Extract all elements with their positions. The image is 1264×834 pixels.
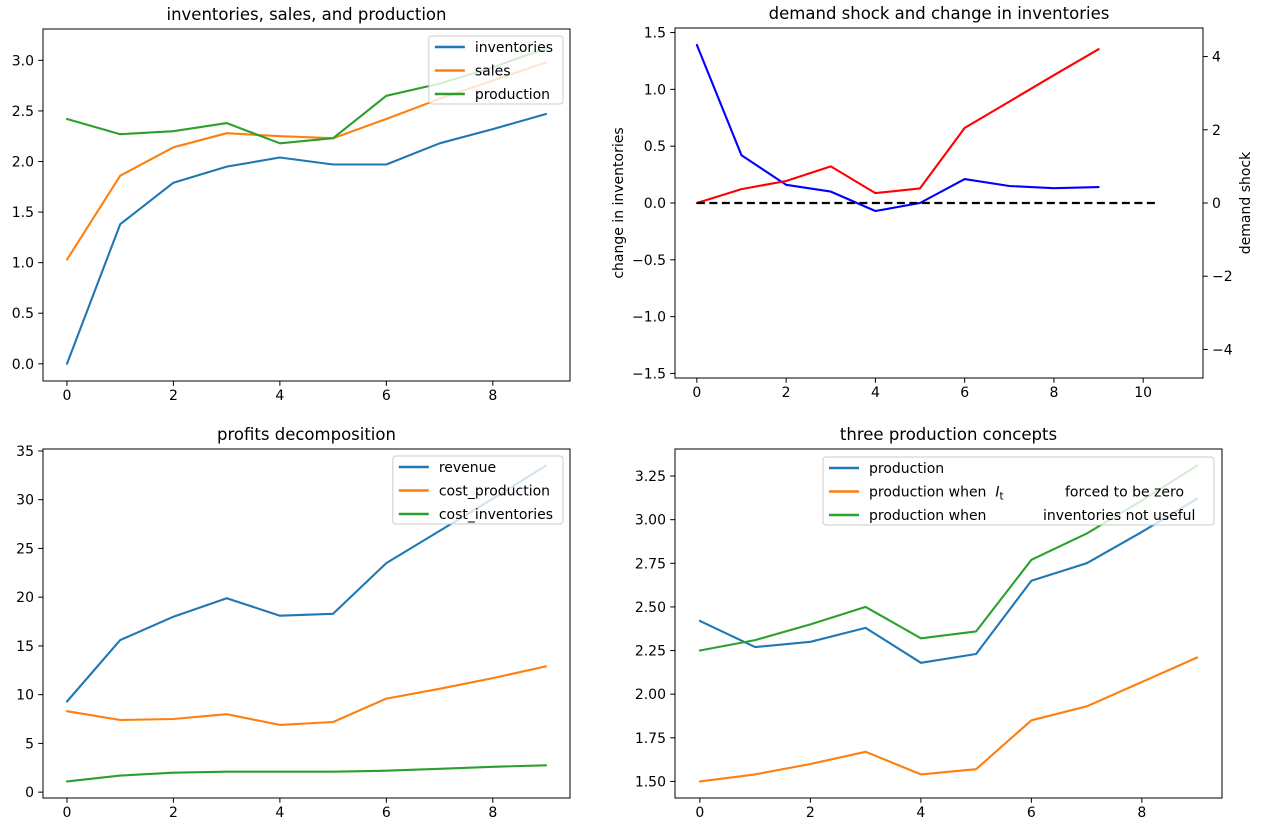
chart-title: inventories, sales, and production bbox=[166, 5, 446, 24]
y-tick-label: 0.5 bbox=[12, 306, 34, 322]
series-line-cost-inventories bbox=[65, 764, 548, 783]
y-axis-label-right: demand shock bbox=[1238, 151, 1254, 254]
x-tick-label: 8 bbox=[1049, 385, 1058, 401]
y-tick-label: −1.0 bbox=[632, 310, 666, 326]
y-tick-label: 2.5 bbox=[12, 104, 34, 120]
x-tick-label: 10 bbox=[1134, 385, 1152, 401]
legend-label-right: inventories not useful bbox=[1043, 508, 1195, 524]
y-tick-label: 2.75 bbox=[635, 556, 666, 572]
x-tick-label: 4 bbox=[916, 805, 925, 821]
chart-title: demand shock and change in inventories bbox=[769, 4, 1110, 23]
chart-title: profits decomposition bbox=[217, 425, 396, 444]
y-tick-label: 3.00 bbox=[635, 513, 666, 529]
legend-label: cost_production bbox=[439, 484, 550, 500]
y-axis-label-left: change in inventories bbox=[611, 127, 627, 278]
series-line-change-in-inventories bbox=[695, 43, 1100, 213]
y-tick-label: 3.25 bbox=[635, 469, 666, 485]
x-tick-label: 6 bbox=[960, 385, 969, 401]
y-tick-label: 0.0 bbox=[12, 357, 34, 373]
y-tick-label: 1.0 bbox=[644, 82, 666, 98]
y-tick-label: 5 bbox=[25, 736, 34, 752]
legend-label: production when It bbox=[869, 485, 1004, 503]
y-tick-label: 1.5 bbox=[644, 26, 666, 42]
x-tick-label: 4 bbox=[275, 805, 284, 821]
chart-inventories-sales-and-production: inventories, sales, and production 0 2 4 6 8 0… bbox=[12, 5, 571, 404]
legend-label: inventories bbox=[475, 40, 553, 56]
legend-label: production when bbox=[869, 508, 986, 524]
axes-frame bbox=[42, 448, 571, 799]
series-line-production bbox=[698, 497, 1199, 664]
y-tick-label: 30 bbox=[16, 493, 34, 509]
legend: revenue cost_production cost_inventories bbox=[392, 455, 564, 525]
chart-title: three production concepts bbox=[840, 425, 1057, 444]
x-tick-label: 6 bbox=[1027, 805, 1036, 821]
y-tick-label: 0.0 bbox=[644, 196, 666, 212]
legend-box bbox=[822, 456, 1215, 526]
y-tick-label: −0.5 bbox=[632, 253, 666, 269]
y-tick-label: 15 bbox=[16, 639, 34, 655]
series-line-cost-production bbox=[65, 665, 548, 726]
chart-three-production-concepts: three production concepts 0 2 4 6 8 1.50 1.75 2.… bbox=[635, 425, 1223, 821]
y-tick-label: 25 bbox=[16, 541, 34, 557]
legend-label: production bbox=[869, 461, 944, 477]
legend-box bbox=[428, 35, 564, 105]
y-tick-label: 1.0 bbox=[12, 256, 34, 272]
y-tick-label: 2.50 bbox=[635, 600, 666, 616]
legend-label-right: forced to be zero bbox=[1065, 485, 1184, 501]
y-tick-label: −1.5 bbox=[632, 366, 666, 382]
series-line-demand-shock bbox=[695, 48, 1100, 205]
x-tick-label: 2 bbox=[806, 805, 815, 821]
x-tick-label: 8 bbox=[488, 388, 497, 404]
y-tick-label: 20 bbox=[16, 590, 34, 606]
legend: inventories sales production bbox=[428, 35, 564, 105]
legend-label: revenue bbox=[439, 460, 496, 476]
axes-frame bbox=[42, 28, 571, 382]
axes-frame bbox=[674, 448, 1223, 799]
y-tick-label-right: 4 bbox=[1212, 50, 1221, 66]
y-tick-label: 2.00 bbox=[635, 687, 666, 703]
x-tick-label: 0 bbox=[692, 385, 701, 401]
x-tick-label: 4 bbox=[871, 385, 880, 401]
y-tick-label: 1.50 bbox=[635, 774, 666, 790]
x-tick-label: 8 bbox=[1137, 805, 1146, 821]
x-tick-label: 0 bbox=[695, 805, 704, 821]
x-tick-label: 6 bbox=[382, 388, 391, 404]
y-tick-label: 3.0 bbox=[12, 53, 34, 69]
x-tick-label: 0 bbox=[62, 388, 71, 404]
chart-profits-decomposition: profits decomposition 0 2 4 6 8 0 5 10 15 20 25 30 35… bbox=[16, 425, 571, 821]
y-tick-label: 2.0 bbox=[12, 155, 34, 171]
legend-label: sales bbox=[475, 64, 511, 80]
x-tick-label: 0 bbox=[62, 805, 71, 821]
y-tick-label: 10 bbox=[16, 688, 34, 704]
y-tick-label: 1.75 bbox=[635, 731, 666, 747]
x-tick-label: 6 bbox=[382, 805, 391, 821]
y-tick-label: 35 bbox=[16, 444, 34, 460]
y-tick-label: 0 bbox=[25, 785, 34, 801]
legend-label: production bbox=[475, 87, 550, 103]
y-tick-label-right: 0 bbox=[1212, 196, 1221, 212]
y-tick-label: 1.5 bbox=[12, 205, 34, 221]
legend-label: cost_inventories bbox=[439, 507, 553, 523]
legend-box bbox=[392, 455, 564, 525]
y-tick-label: 2.25 bbox=[635, 644, 666, 660]
series-line-production-when-i-t-forced-to-be-zero bbox=[698, 656, 1199, 783]
y-tick-label-right: 2 bbox=[1212, 123, 1221, 139]
y-tick-label-right: −2 bbox=[1212, 269, 1233, 285]
y-tick-label-right: −4 bbox=[1212, 342, 1233, 358]
x-tick-label: 2 bbox=[169, 388, 178, 404]
x-tick-label: 2 bbox=[169, 805, 178, 821]
chart-demand-shock-and-change-in-inventories: demand shock and change in inventories 0 2… bbox=[611, 4, 1254, 401]
series-line-inventories bbox=[65, 112, 548, 365]
x-tick-label: 2 bbox=[782, 385, 791, 401]
y-tick-label: 0.5 bbox=[644, 139, 666, 155]
x-tick-label: 4 bbox=[275, 388, 284, 404]
legend: production production when It forced to be… bbox=[822, 456, 1215, 526]
x-tick-label: 8 bbox=[488, 805, 497, 821]
